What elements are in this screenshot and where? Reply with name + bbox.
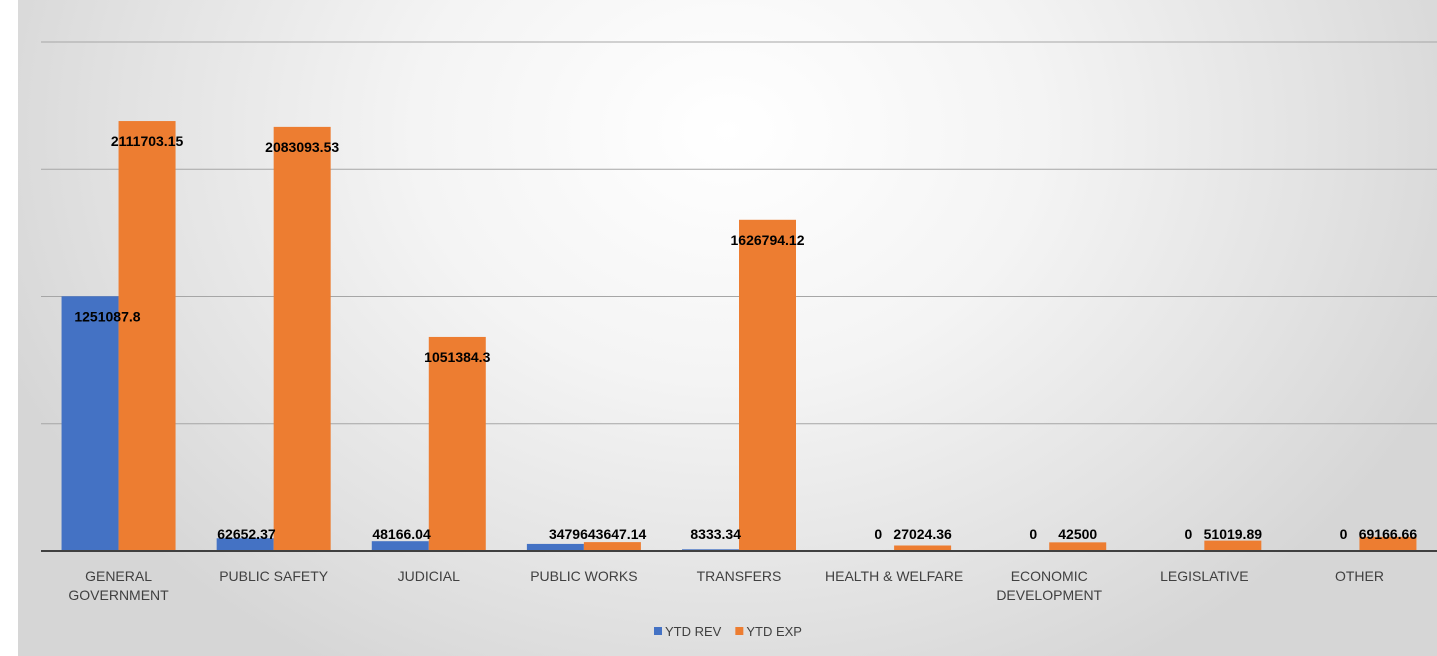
data-label-ytd-rev: 0 [1029, 526, 1037, 542]
category-label: GENERAL GOVERNMENT [68, 568, 169, 603]
data-label-ytd-rev: 1251087.8 [74, 308, 140, 324]
data-label-ytd-exp: 27024.36 [893, 526, 952, 542]
category-label: PUBLIC SAFETY [219, 568, 329, 584]
data-label-ytd-exp: 1051384.3 [424, 349, 490, 365]
category-labels: GENERAL GOVERNMENT PUBLIC SAFETY JUDICIAL PU… [68, 568, 1384, 603]
bar-ytd-exp [1359, 536, 1417, 551]
data-label-ytd-exp: 69166.66 [1359, 526, 1418, 542]
bar-ytd-exp [739, 219, 796, 551]
category-label: TRANSFERS [697, 568, 782, 584]
legend: YTD REV YTD EXP [654, 624, 802, 639]
bar-ytd-exp [428, 336, 486, 551]
data-label-ytd-exp: 51019.89 [1204, 526, 1263, 542]
data-label-ytd-exp: 2111703.15 [111, 133, 184, 149]
category-label: PUBLIC WORKS [530, 568, 637, 584]
data-label-ytd-rev: 48166.04 [372, 526, 431, 542]
bar-ytd-exp [273, 126, 331, 552]
bar-ytd-exp [1049, 542, 1107, 551]
legend-label-ytd-exp: YTD EXP [746, 624, 802, 639]
bar-ytd-rev [526, 543, 584, 551]
bar-chart: 1251087.8 2111703.15 62652.37 2083093.53 481… [41, 41, 1437, 639]
bar-ytd-rev [371, 541, 429, 551]
bar-ytd-exp [1204, 540, 1262, 551]
category-label: OTHER [1335, 568, 1384, 584]
bar-ytd-exp [118, 121, 176, 551]
data-label-ytd-rev: 8333.34 [690, 526, 741, 542]
data-label-ytd-exp: 2083093.53 [265, 139, 339, 155]
legend-swatch-ytd-exp [735, 627, 744, 635]
legend-swatch-ytd-rev [654, 627, 662, 635]
data-labels: 1251087.8 2111703.15 62652.37 2083093.53 481… [74, 133, 1417, 542]
chart-area: 1251087.8 2111703.15 62652.37 2083093.53 481… [18, 0, 1437, 656]
data-label-ytd-rev: 0 [874, 526, 882, 542]
bar-ytd-exp [894, 545, 952, 551]
category-label: ECONOMIC DEVELOPMENT [996, 568, 1102, 603]
bars [61, 121, 1417, 552]
data-label-ytd-exp: 42500 [1058, 526, 1097, 542]
category-label: LEGISLATIVE [1160, 568, 1248, 584]
data-label-ytd-exp: 43647.14 [588, 526, 647, 542]
bar-ytd-exp [583, 542, 641, 551]
bar-ytd-rev [216, 538, 274, 551]
category-label: HEALTH & WELFARE [825, 568, 963, 584]
data-label-ytd-rev: 0 [1185, 526, 1193, 542]
bar-ytd-rev [61, 296, 119, 551]
legend-label-ytd-rev: YTD REV [665, 624, 722, 639]
data-label-ytd-exp: 1626794.12 [731, 232, 805, 248]
data-label-ytd-rev: 0 [1340, 526, 1348, 542]
category-label: JUDICIAL [398, 568, 460, 584]
data-label-ytd-rev: 34796 [549, 526, 588, 542]
data-label-ytd-rev: 62652.37 [217, 526, 276, 542]
